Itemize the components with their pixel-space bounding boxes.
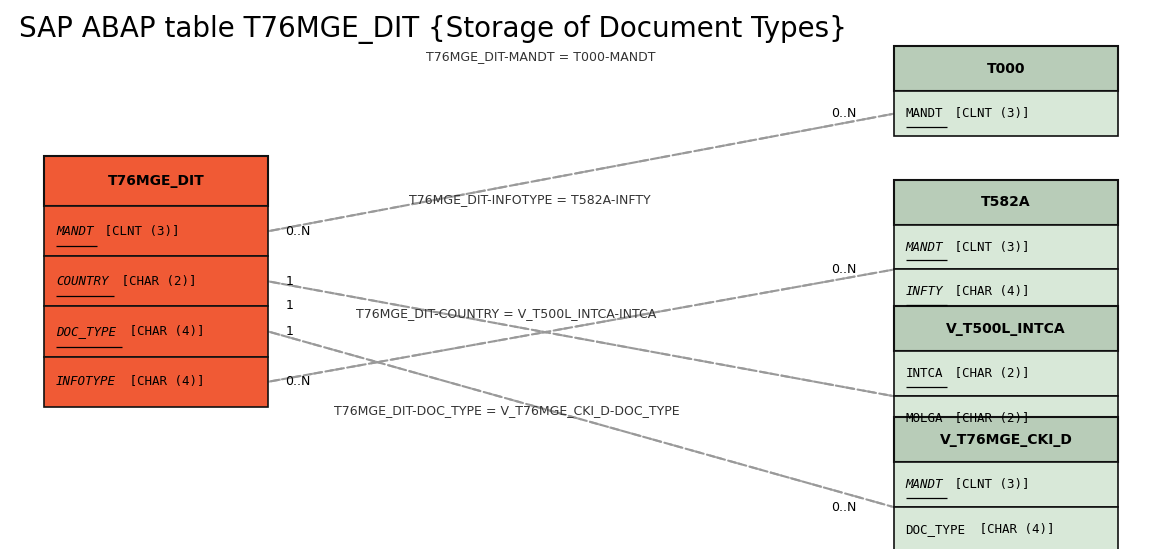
FancyBboxPatch shape — [894, 180, 1118, 225]
FancyBboxPatch shape — [894, 225, 1118, 270]
FancyBboxPatch shape — [894, 46, 1118, 91]
Text: MANDT: MANDT — [906, 240, 943, 254]
Text: T76MGE_DIT-COUNTRY = V_T500L_INTCA-INTCA: T76MGE_DIT-COUNTRY = V_T500L_INTCA-INTCA — [357, 306, 657, 320]
Text: COUNTRY: COUNTRY — [56, 275, 108, 288]
Text: 0..N: 0..N — [831, 501, 856, 514]
Text: T76MGE_DIT-DOC_TYPE = V_T76MGE_CKI_D-DOC_TYPE: T76MGE_DIT-DOC_TYPE = V_T76MGE_CKI_D-DOC… — [334, 404, 679, 417]
FancyBboxPatch shape — [45, 156, 268, 206]
Text: [CHAR (4)]: [CHAR (4)] — [122, 325, 205, 338]
FancyBboxPatch shape — [45, 256, 268, 306]
Text: V_T500L_INTCA: V_T500L_INTCA — [946, 322, 1066, 336]
Text: MANDT: MANDT — [56, 225, 93, 238]
Text: [CLNT (3)]: [CLNT (3)] — [98, 225, 180, 238]
FancyBboxPatch shape — [894, 507, 1118, 549]
FancyBboxPatch shape — [894, 306, 1118, 351]
FancyBboxPatch shape — [894, 396, 1118, 441]
FancyBboxPatch shape — [45, 206, 268, 256]
Text: DOC_TYPE: DOC_TYPE — [56, 325, 116, 338]
Text: [CHAR (4)]: [CHAR (4)] — [122, 375, 205, 388]
Text: 1: 1 — [285, 275, 294, 288]
Text: T000: T000 — [986, 61, 1026, 76]
Text: MOLGA: MOLGA — [906, 412, 943, 425]
FancyBboxPatch shape — [894, 462, 1118, 507]
FancyBboxPatch shape — [894, 91, 1118, 136]
Text: [CLNT (3)]: [CLNT (3)] — [947, 240, 1029, 254]
FancyBboxPatch shape — [45, 357, 268, 407]
Text: [CLNT (3)]: [CLNT (3)] — [947, 107, 1029, 120]
Text: DOC_TYPE: DOC_TYPE — [906, 523, 966, 536]
Text: [CHAR (4)]: [CHAR (4)] — [971, 523, 1054, 536]
Text: T76MGE_DIT-INFOTYPE = T582A-INFTY: T76MGE_DIT-INFOTYPE = T582A-INFTY — [409, 193, 650, 206]
Text: T76MGE_DIT-MANDT = T000-MANDT: T76MGE_DIT-MANDT = T000-MANDT — [426, 51, 656, 63]
Text: T582A: T582A — [982, 195, 1031, 209]
Text: [CHAR (2)]: [CHAR (2)] — [947, 412, 1029, 425]
Text: 1: 1 — [285, 325, 294, 338]
FancyBboxPatch shape — [894, 351, 1118, 396]
Text: INFTY: INFTY — [906, 285, 943, 299]
Text: MANDT: MANDT — [906, 107, 943, 120]
Text: [CHAR (4)]: [CHAR (4)] — [947, 285, 1029, 299]
FancyBboxPatch shape — [894, 417, 1118, 462]
FancyBboxPatch shape — [894, 270, 1118, 315]
Text: 0..N: 0..N — [831, 107, 856, 120]
Text: [CLNT (3)]: [CLNT (3)] — [947, 478, 1029, 491]
Text: INTCA: INTCA — [906, 367, 943, 380]
Text: T76MGE_DIT: T76MGE_DIT — [108, 174, 205, 188]
Text: [CHAR (2)]: [CHAR (2)] — [947, 367, 1029, 380]
Text: INFOTYPE: INFOTYPE — [56, 375, 116, 388]
Text: SAP ABAP table T76MGE_DIT {Storage of Document Types}: SAP ABAP table T76MGE_DIT {Storage of Do… — [18, 15, 846, 43]
Text: V_T76MGE_CKI_D: V_T76MGE_CKI_D — [939, 433, 1073, 447]
Text: 1: 1 — [285, 299, 294, 312]
Text: 0..N: 0..N — [831, 263, 856, 276]
FancyBboxPatch shape — [45, 306, 268, 357]
Text: 0..N: 0..N — [285, 375, 311, 388]
Text: [CHAR (2)]: [CHAR (2)] — [114, 275, 197, 288]
Text: MANDT: MANDT — [906, 478, 943, 491]
Text: 0..N: 0..N — [285, 225, 311, 238]
